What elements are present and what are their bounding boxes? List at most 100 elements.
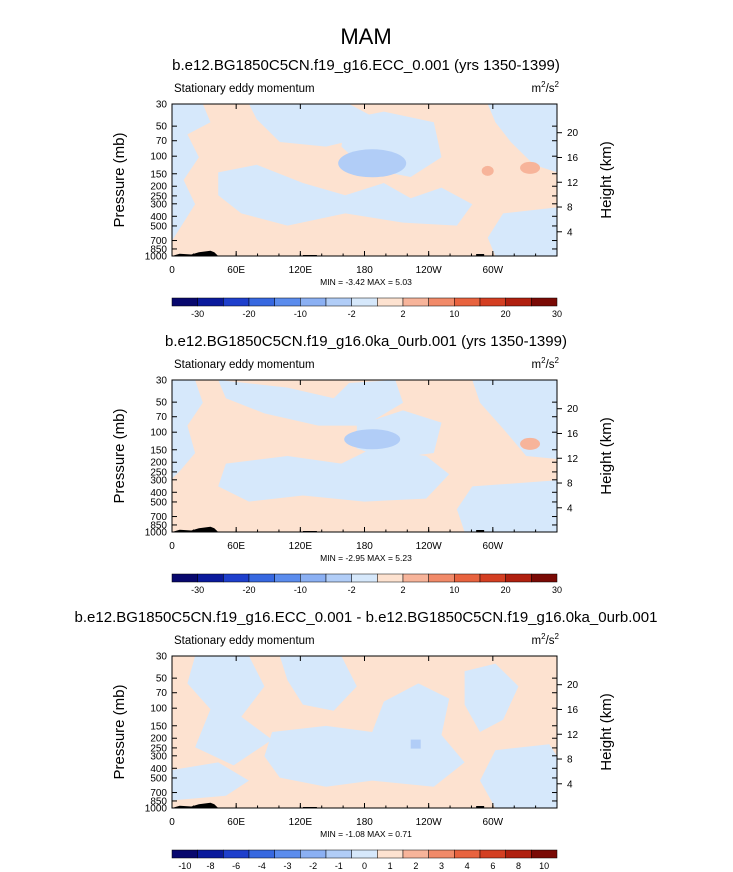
units-label: m2/s2 xyxy=(532,356,560,371)
colorbar-bin xyxy=(505,849,532,859)
y-tick-label: 700 xyxy=(150,788,167,799)
units-label: m2/s2 xyxy=(532,632,560,647)
colorbar-bin xyxy=(223,297,250,307)
colorbar-bin xyxy=(171,573,198,583)
colorbar-label: 2 xyxy=(400,585,405,595)
field-negative-region xyxy=(187,656,273,766)
colorbar-label: 1 xyxy=(388,861,393,871)
colorbar-label: -10 xyxy=(178,861,191,871)
panel-title: b.e12.BG1850C5CN.f19_g16.ECC_0.001 (yrs … xyxy=(172,57,560,74)
colorbar-bin xyxy=(428,573,455,583)
field-minimum-core xyxy=(410,739,421,749)
colorbar-bin xyxy=(402,297,429,307)
colorbar-bin xyxy=(531,297,558,307)
y-tick-label: 50 xyxy=(156,398,168,409)
y-right-tick-label: 16 xyxy=(567,153,579,164)
colorbar-bin xyxy=(171,297,198,307)
colorbar-label: -2 xyxy=(348,309,356,319)
colorbar-bin xyxy=(479,573,506,583)
colorbar-bin xyxy=(274,573,301,583)
terrain-mask xyxy=(476,530,485,532)
colorbar-bin xyxy=(428,297,455,307)
terrain-mask xyxy=(172,526,219,532)
y-tick-label: 400 xyxy=(150,488,167,499)
y-right-tick-label: 16 xyxy=(567,705,579,716)
colorbar-bin xyxy=(505,297,532,307)
y-right-axis-label: Height (km) xyxy=(598,693,615,771)
colorbar-label: -30 xyxy=(191,585,204,595)
colorbar-bin xyxy=(274,849,301,859)
colorbar-bin xyxy=(248,297,275,307)
panel-subtitle: Stationary eddy momentum xyxy=(174,83,315,95)
colorbar-bin xyxy=(248,849,275,859)
colorbar-label: 3 xyxy=(439,861,444,871)
colorbar-bin xyxy=(248,573,275,583)
y-right-tick-label: 16 xyxy=(567,429,579,440)
y-right-tick-label: 12 xyxy=(567,730,579,741)
colorbar-bin xyxy=(300,573,327,583)
y-tick-label: 500 xyxy=(150,221,167,232)
field-negative-region xyxy=(279,656,357,711)
y-right-tick-label: 8 xyxy=(567,479,573,490)
y-tick-label: 850 xyxy=(150,520,167,531)
colorbar-bin xyxy=(402,849,429,859)
colorbar-label: 20 xyxy=(501,585,511,595)
colorbar-label: -20 xyxy=(242,309,255,319)
y-right-tick-label: 4 xyxy=(567,779,573,790)
y-tick-label: 70 xyxy=(156,688,168,699)
colorbar-bin xyxy=(197,297,224,307)
x-tick-label: 120W xyxy=(416,265,443,276)
y-tick-label: 200 xyxy=(150,458,167,469)
x-tick-label: 0 xyxy=(169,817,175,828)
colorbar-label: -10 xyxy=(294,585,307,595)
terrain-mask xyxy=(172,250,219,256)
colorbar-label: 30 xyxy=(552,585,562,595)
y-tick-label: 30 xyxy=(156,652,168,663)
field-negative-region xyxy=(172,762,249,801)
panel-2: b.e12.BG1850C5CN.f19_g16.0ka_0urb.001 (y… xyxy=(111,333,615,595)
colorbar-bin xyxy=(531,849,558,859)
y-tick-label: 1000 xyxy=(145,804,168,815)
x-tick-label: 60W xyxy=(483,541,504,552)
y-tick-label: 500 xyxy=(150,773,167,784)
colorbar-label: 6 xyxy=(490,861,495,871)
y-right-axis-label: Height (km) xyxy=(598,417,615,495)
field-negative-region xyxy=(172,380,203,479)
colorbar-label: 10 xyxy=(449,585,459,595)
y-tick-label: 300 xyxy=(150,199,167,210)
y-tick-label: 250 xyxy=(150,191,167,202)
colorbar-label: -6 xyxy=(232,861,240,871)
y-tick-label: 50 xyxy=(156,122,168,133)
x-tick-label: 0 xyxy=(169,265,175,276)
colorbar-bin xyxy=(402,573,429,583)
colorbar-bin xyxy=(223,573,250,583)
colorbar-label: -4 xyxy=(258,861,266,871)
colorbar-bin xyxy=(274,297,301,307)
field-minimum-core xyxy=(338,149,407,178)
field-negative-region xyxy=(487,104,557,173)
y-tick-label: 200 xyxy=(150,182,167,193)
x-tick-label: 60E xyxy=(227,541,245,552)
panel-1: b.e12.BG1850C5CN.f19_g16.ECC_0.001 (yrs … xyxy=(111,57,615,319)
panel-title: b.e12.BG1850C5CN.f19_g16.0ka_0urb.001 (y… xyxy=(165,333,567,350)
colorbar-bin xyxy=(479,297,506,307)
y-tick-label: 250 xyxy=(150,467,167,478)
y-tick-label: 300 xyxy=(150,751,167,762)
y-tick-label: 400 xyxy=(150,764,167,775)
colorbar-bin xyxy=(454,573,481,583)
min-max-stats: MIN = -2.95 MAX = 5.23 xyxy=(320,553,412,563)
colorbar-bin xyxy=(377,849,404,859)
colorbar-bin xyxy=(223,849,250,859)
x-tick-label: 120E xyxy=(289,265,313,276)
y-tick-label: 400 xyxy=(150,212,167,223)
y-right-tick-label: 12 xyxy=(567,454,579,465)
y-tick-label: 100 xyxy=(150,704,167,715)
colorbar-bin xyxy=(300,297,327,307)
colorbar-label: 2 xyxy=(400,309,405,319)
y-tick-label: 100 xyxy=(150,152,167,163)
y-right-tick-label: 20 xyxy=(567,128,579,139)
y-axis-label: Pressure (mb) xyxy=(111,132,128,227)
x-tick-label: 180 xyxy=(356,817,373,828)
y-tick-label: 30 xyxy=(156,100,168,111)
field-negative-region xyxy=(172,104,211,241)
